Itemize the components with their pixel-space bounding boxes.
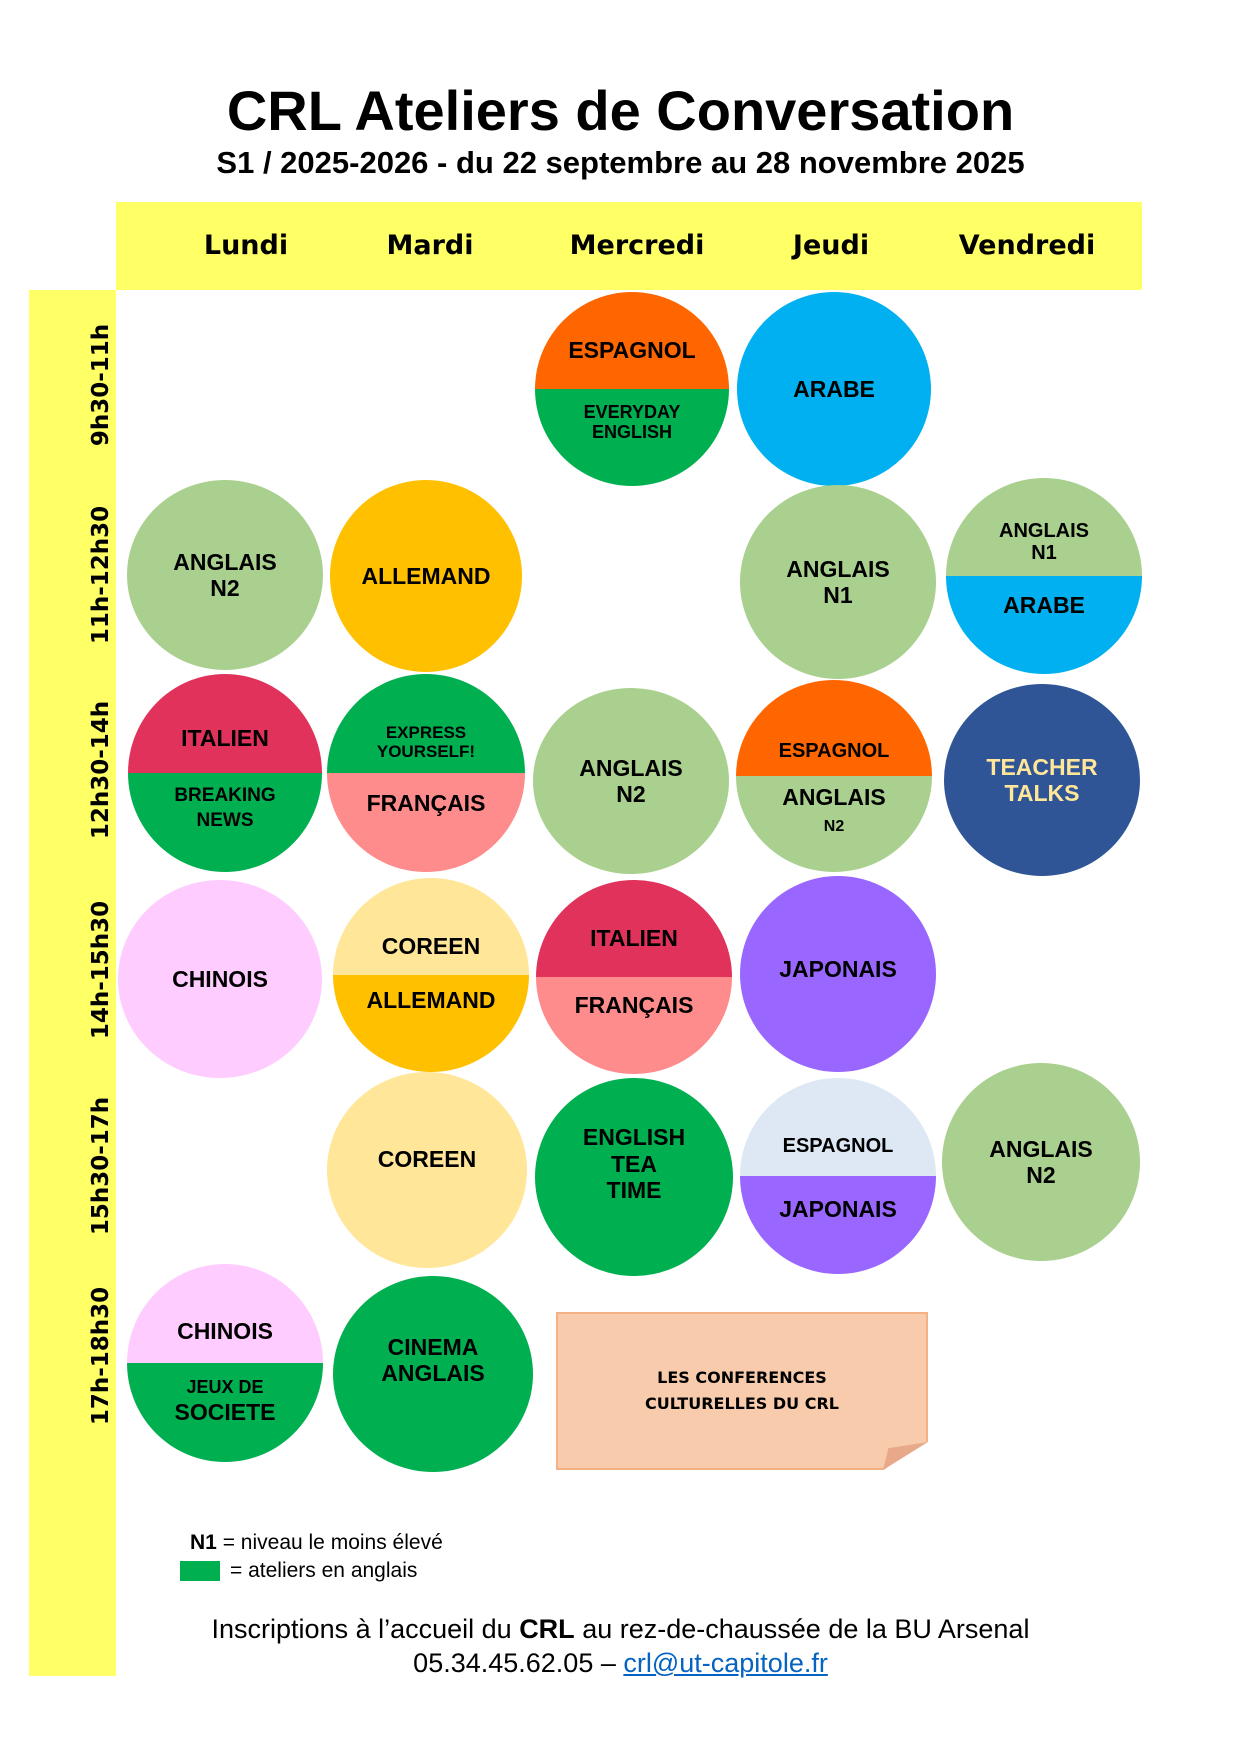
workshop-top-label: CHINOIS <box>127 1264 323 1363</box>
workshop-bottom-sublabel: JEUX DE <box>186 1376 264 1397</box>
workshop-mercredi-12h30: ANGLAIS N2 <box>533 688 729 874</box>
workshop-jeudi-14h: JAPONAIS <box>740 876 936 1072</box>
slot-3: 12h30-14h <box>88 700 114 840</box>
slot-2: 11h-12h30 <box>88 505 114 645</box>
slot-1: 9h30-11h <box>88 323 114 447</box>
workshop-label: COREEN <box>377 1145 477 1172</box>
workshop-bottom-label: FRANÇAIS <box>327 773 525 872</box>
workshop-bottom-sublabel: N2 <box>823 818 845 835</box>
workshop-mardi-15h30: COREEN <box>327 1072 527 1268</box>
workshop-label: CINEMA ANGLAIS <box>381 1333 485 1386</box>
contact-info: 05.34.45.62.05 – crl@ut-capitole.fr <box>0 1646 1241 1680</box>
workshop-bottom: JEUX DE SOCIETE <box>127 1363 323 1462</box>
workshop-bottom: ANGLAIS N2 <box>736 776 932 872</box>
page-subtitle: S1 / 2025-2026 - du 22 septembre au 28 n… <box>216 145 1025 180</box>
workshop-bottom-label: ALLEMAND <box>333 975 529 1072</box>
workshop-label: ANGLAIS N1 <box>786 555 890 608</box>
conferences-note-text: LES CONFERENCES CULTURELLES DU CRL <box>645 1368 839 1413</box>
workshop-mardi-14h: COREEN ALLEMAND <box>333 878 529 1072</box>
workshop-top-label: ITALIEN <box>536 880 732 977</box>
workshop-top-label: COREEN <box>333 878 529 975</box>
workshop-top-label: ESPAGNOL <box>740 1078 936 1176</box>
workshop-label: ENGLISH TEA TIME <box>582 1124 686 1204</box>
workshop-label: ARABE <box>793 375 875 402</box>
page-title: CRL Ateliers de Conversation <box>226 79 1015 142</box>
registration-info: Inscriptions à l’accueil du CRL au rez-d… <box>0 1612 1241 1646</box>
workshop-label: ANGLAIS N2 <box>579 754 683 807</box>
legend-n1-key: N1 <box>190 1531 217 1554</box>
workshop-top-label: ANGLAIS N1 <box>946 478 1142 576</box>
workshop-bottom-label: BREAKING NEWS <box>174 784 276 831</box>
workshop-jeudi-12h30: ESPAGNOL ANGLAIS N2 <box>736 680 932 872</box>
workshop-label: JAPONAIS <box>779 955 897 982</box>
workshop-label: ANGLAIS N2 <box>989 1135 1093 1188</box>
legend-green: = ateliers en anglais <box>180 1558 417 1584</box>
workshop-mardi-11h: ALLEMAND <box>330 480 522 672</box>
workshop-top-label: ESPAGNOL <box>736 680 932 776</box>
workshop-jeudi-11h: ANGLAIS N1 <box>740 485 936 679</box>
slot-5: 15h30-17h <box>88 1096 114 1236</box>
workshop-mercredi-9h30: ESPAGNOL EVERYDAY ENGLISH <box>535 292 729 486</box>
workshop-label: ALLEMAND <box>361 562 491 589</box>
workshop-bottom-label: ANGLAIS <box>782 784 886 810</box>
slot-4: 14h-15h30 <box>88 900 114 1040</box>
workshop-bottom: BREAKING NEWS <box>128 773 322 872</box>
workshop-bottom-label: FRANÇAIS <box>536 977 732 1074</box>
workshop-bottom-label: SOCIETE <box>174 1398 276 1425</box>
workshop-vendredi-11h: ANGLAIS N1 ARABE <box>946 478 1142 674</box>
workshop-label: CHINOIS <box>172 965 268 992</box>
workshop-lundi-12h30: ITALIEN BREAKING NEWS <box>128 674 322 872</box>
day-header-bar: Lundi Mardi Mercredi Jeudi Vendredi <box>116 202 1142 290</box>
workshop-lundi-11h: ANGLAIS N2 <box>127 480 323 670</box>
workshop-lundi-14h: CHINOIS <box>118 880 322 1078</box>
workshop-vendredi-15h30: ANGLAIS N2 <box>942 1063 1140 1261</box>
slot-6: 17h-18h30 <box>88 1286 114 1426</box>
workshop-mardi-17h: CINEMA ANGLAIS <box>333 1276 533 1472</box>
workshop-bottom-label: JAPONAIS <box>740 1176 936 1274</box>
workshop-mardi-12h30: EXPRESS YOURSELF! FRANÇAIS <box>327 674 525 872</box>
legend-n1: N1 = niveau le moins élevé <box>190 1530 443 1556</box>
workshop-label: ANGLAIS N2 <box>173 548 277 601</box>
day-vendredi: Vendredi <box>958 230 1096 261</box>
legend-n1-text: = niveau le moins élevé <box>222 1531 443 1554</box>
conferences-note <box>556 1312 928 1470</box>
workshop-jeudi-15h30: ESPAGNOL JAPONAIS <box>740 1078 936 1274</box>
workshop-bottom-label: EVERYDAY ENGLISH <box>535 389 729 486</box>
day-mercredi: Mercredi <box>569 230 705 261</box>
workshop-top-label: ITALIEN <box>128 674 322 773</box>
day-mardi: Mardi <box>386 230 474 261</box>
green-swatch-icon <box>180 1561 220 1581</box>
workshop-vendredi-12h30: TEACHER TALKS <box>944 684 1140 876</box>
registration-text-before: Inscriptions à l’accueil du <box>211 1614 520 1644</box>
email-link[interactable]: crl@ut-capitole.fr <box>623 1648 828 1678</box>
workshop-top-label: EXPRESS YOURSELF! <box>327 674 525 773</box>
time-slot-bar: 9h30-11h 11h-12h30 12h30-14h 14h-15h30 1… <box>29 290 116 1676</box>
phone-number: 05.34.45.62.05 – <box>413 1648 624 1678</box>
workshop-jeudi-9h30: ARABE <box>737 292 931 486</box>
workshop-mercredi-15h30: ENGLISH TEA TIME <box>535 1078 733 1276</box>
registration-text-after: au rez-de-chaussée de la BU Arsenal <box>574 1614 1030 1644</box>
legend-green-text: = ateliers en anglais <box>230 1559 418 1582</box>
day-jeudi: Jeudi <box>792 230 870 261</box>
workshop-lundi-17h: CHINOIS JEUX DE SOCIETE <box>127 1264 323 1462</box>
workshop-bottom-label: ARABE <box>946 576 1142 674</box>
day-lundi: Lundi <box>203 230 289 261</box>
registration-crl: CRL <box>519 1614 575 1644</box>
workshop-top-label: ESPAGNOL <box>535 292 729 389</box>
workshop-label: TEACHER TALKS <box>986 753 1098 806</box>
workshop-mercredi-14h: ITALIEN FRANÇAIS <box>536 880 732 1074</box>
